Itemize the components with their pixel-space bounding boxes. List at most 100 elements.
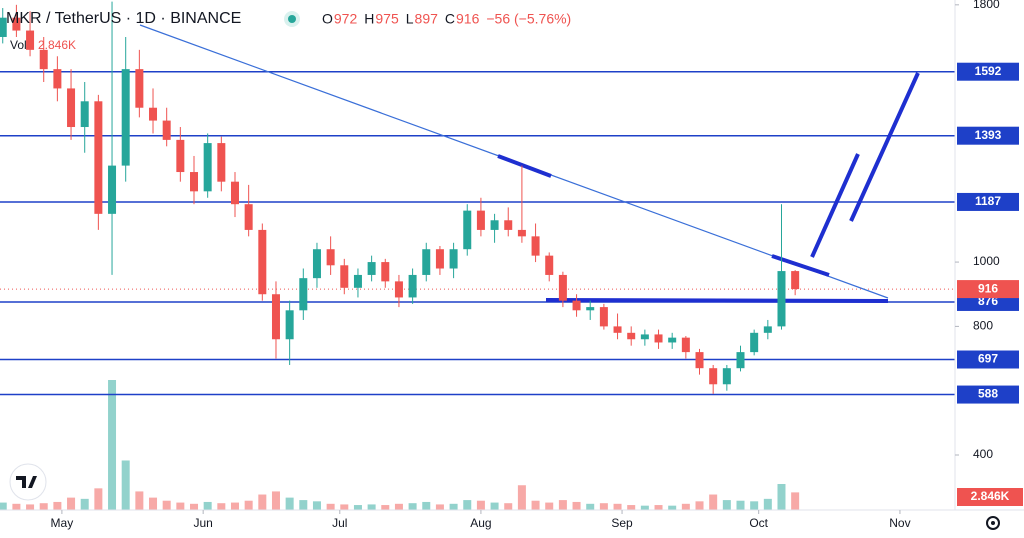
candle-body <box>517 229 526 237</box>
level-badge <box>957 126 1019 145</box>
gear[interactable] <box>986 516 1000 530</box>
volume-bar <box>94 488 103 510</box>
candle-body <box>394 281 403 298</box>
volume-bar <box>558 500 567 510</box>
candle-body <box>599 307 608 327</box>
levels <box>0 70 955 396</box>
volume-bar <box>435 504 444 510</box>
candle-body <box>709 368 718 385</box>
candle-body <box>367 262 376 275</box>
volume-bar <box>340 504 349 510</box>
level-badge <box>957 385 1019 404</box>
volume-bar <box>244 500 253 510</box>
level-label: 1592 <box>975 64 1002 78</box>
volume-bar <box>312 501 321 510</box>
candle-body <box>422 249 431 275</box>
candle-body <box>244 204 253 230</box>
logo-circle <box>9 463 47 501</box>
ohlc-value: 972 <box>334 11 358 27</box>
axes: 400 800 1000 1800 May Jun Jul Aug Sep Oct Nov 1592 1… <box>51 0 1023 530</box>
volume-bar <box>299 500 308 510</box>
candle-body <box>53 69 62 89</box>
ohlc-key: L <box>406 11 414 27</box>
ohlc-key: C <box>445 11 455 27</box>
volume-bar <box>763 498 772 510</box>
candle-body <box>258 229 267 295</box>
volume-bar <box>12 503 21 510</box>
candle-body <box>203 143 212 192</box>
volume-badge-label: 2.846K <box>971 489 1010 503</box>
candle-body <box>408 274 417 298</box>
candle-body <box>108 165 117 214</box>
candle-body <box>640 334 649 340</box>
volume-bar <box>26 504 35 510</box>
volume-bar <box>613 503 622 510</box>
last-price-label: 916 <box>978 281 998 295</box>
volume-bar <box>230 502 239 510</box>
candle-body <box>558 274 567 301</box>
candle-body <box>449 249 458 269</box>
volume-value: 2.846K <box>38 38 76 52</box>
volume-bar <box>668 505 677 510</box>
ohlc-key: H <box>364 11 374 27</box>
candle-body <box>176 139 185 173</box>
volume-bar <box>627 505 636 510</box>
candle-body <box>0 17 7 37</box>
volume-bar <box>490 502 499 510</box>
volume-bar <box>709 494 718 510</box>
volume-bar <box>367 504 376 510</box>
volume-badge <box>957 488 1023 506</box>
volume-bar <box>463 500 472 510</box>
volume-bar <box>135 491 144 510</box>
candle-body <box>763 326 772 333</box>
candle-body <box>39 49 48 70</box>
volume-bar <box>791 492 800 510</box>
settings-icon[interactable] <box>986 516 1000 530</box>
support-drawing <box>545 298 889 303</box>
candle-body <box>545 255 554 275</box>
volume-bar <box>777 484 786 510</box>
level-badge <box>957 350 1019 369</box>
candle-body <box>26 30 35 50</box>
volume-bar <box>121 460 130 510</box>
volume-bar <box>449 503 458 510</box>
header: MKR / TetherUS · 1D · BINANCE O 972 H 975 L 8… <box>6 10 571 52</box>
ohlc-value: 975 <box>375 11 399 27</box>
candle-body <box>504 220 513 230</box>
candle-body <box>695 352 704 369</box>
volume-bar <box>326 503 335 510</box>
candle-body <box>654 334 663 343</box>
tv-logo <box>9 463 47 501</box>
gear-hub <box>991 521 995 525</box>
y-tick-label: 1000 <box>973 254 1000 268</box>
volume-bar <box>176 502 185 510</box>
volume-bar <box>353 505 362 510</box>
volume-bar <box>517 485 526 510</box>
level-label: 697 <box>978 352 998 366</box>
volume-bar <box>217 503 226 510</box>
candle-body <box>381 262 390 282</box>
level-label: 1393 <box>975 128 1002 142</box>
volume-bar <box>67 497 76 510</box>
candle-body <box>791 271 800 290</box>
candle-body <box>271 294 280 340</box>
candle-body <box>476 210 485 230</box>
candle-body <box>777 271 786 327</box>
volume-bar <box>258 494 267 510</box>
volume-bar <box>0 502 7 510</box>
x-tick-label: Jul <box>332 516 347 530</box>
y-tick-label: 400 <box>973 447 993 461</box>
volume-bar <box>722 500 731 510</box>
volume-bar <box>681 503 690 510</box>
candle-body <box>435 249 444 269</box>
x-tick-label: Jun <box>193 516 212 530</box>
candle-body <box>299 278 308 311</box>
volume-bar <box>695 501 704 510</box>
volume-bar <box>394 503 403 510</box>
candle-body <box>121 69 130 166</box>
candle-body <box>162 120 171 140</box>
volume-bar <box>408 503 417 510</box>
ohlc-value: 897 <box>415 11 439 27</box>
candle-body <box>80 101 89 128</box>
